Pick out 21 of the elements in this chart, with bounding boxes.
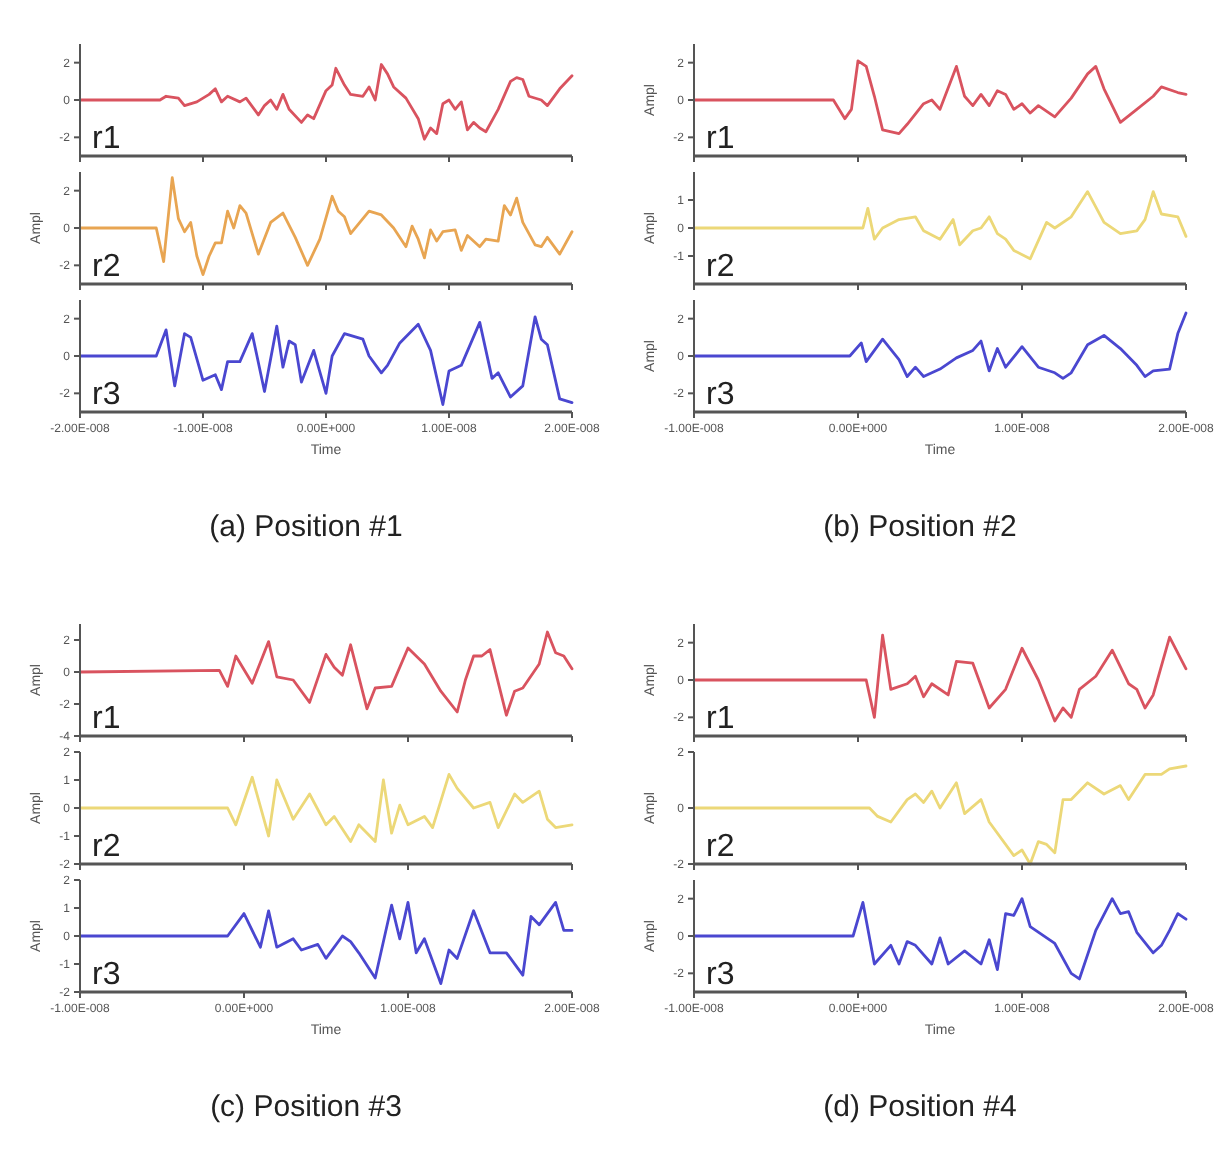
series-label: r2 [92,830,121,864]
text: (d) Position #4 [823,1090,1017,1124]
line-series [692,311,1188,380]
series-label: r3 [706,958,735,992]
series-label: r3 [92,378,121,412]
series-label: r2 [706,250,735,284]
series-label: r1 [706,122,735,156]
series-label: r3 [706,378,735,412]
series-label: r1 [92,122,121,156]
text: (c) Position #3 [210,1090,402,1124]
line-series [78,176,574,277]
series-label: r1 [92,702,121,736]
text: (b) Position #2 [823,510,1017,544]
text: (a) Position #1 [209,510,403,544]
series-label: r1 [706,702,735,736]
series-label: r2 [92,250,121,284]
line-series [692,897,1188,981]
series-label: r3 [92,958,121,992]
series-label: r2 [706,830,735,864]
line-series [78,315,574,406]
line-series [78,901,574,985]
